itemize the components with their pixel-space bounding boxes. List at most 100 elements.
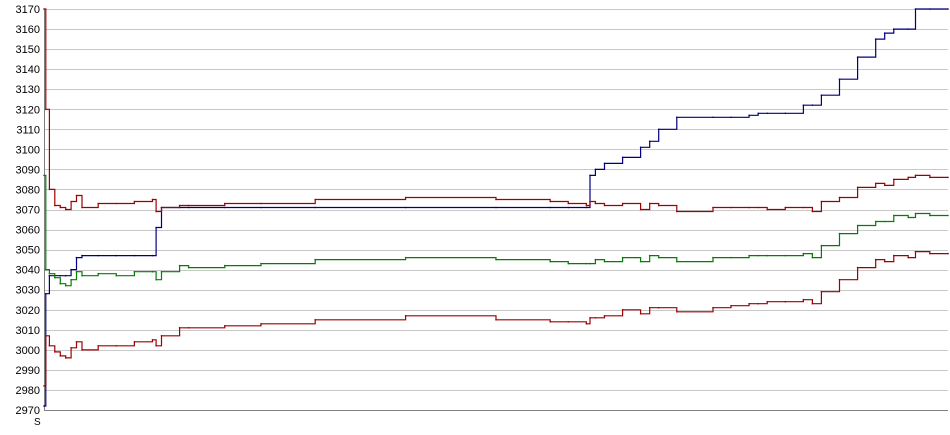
series-1-point xyxy=(224,206,226,209)
y-axis-ticks: 2970 2980 2990 3000 3010 3020 3030 3040 3050 3060… xyxy=(16,4,40,417)
series-4-point xyxy=(178,327,181,329)
series-4-point xyxy=(59,355,62,357)
y-tick-label: 3070 xyxy=(16,205,40,217)
series-4-point xyxy=(224,325,226,327)
series-1-point xyxy=(589,174,591,177)
series-1-point xyxy=(155,226,157,229)
series-4-point xyxy=(639,313,642,315)
series-1-point xyxy=(639,146,642,149)
y-tick-label: 3150 xyxy=(16,44,40,56)
series-1-point xyxy=(314,206,317,209)
series-2-point xyxy=(160,206,163,209)
series-2-point xyxy=(757,206,759,209)
series-3-point xyxy=(730,256,732,259)
series-4-point xyxy=(730,304,732,307)
series-1-point xyxy=(820,94,823,96)
series-4-point xyxy=(648,306,651,309)
series-1-point xyxy=(929,8,931,10)
series-1-point xyxy=(648,140,651,143)
series-4-point xyxy=(585,323,588,325)
series-2-point xyxy=(43,8,45,10)
series-1-point xyxy=(81,254,83,257)
series-3-point xyxy=(947,214,949,217)
series-4-point xyxy=(883,260,886,263)
series-1-point xyxy=(907,28,909,30)
series-4-point xyxy=(947,252,949,255)
y-tick-label: 3160 xyxy=(16,24,40,36)
y-tick-label: 3130 xyxy=(16,84,40,96)
series-2-point xyxy=(314,198,317,201)
series-3-point xyxy=(115,274,118,277)
series-4-point xyxy=(160,335,163,337)
series-4-point xyxy=(784,300,787,303)
series-1-point xyxy=(594,168,597,171)
series-4-point xyxy=(115,345,118,347)
series-2-point xyxy=(648,202,651,205)
series-3-point xyxy=(712,256,714,259)
series-2-point xyxy=(81,206,83,209)
series-4-point xyxy=(54,351,56,353)
series-1-point xyxy=(802,104,805,106)
series-2-point xyxy=(404,196,407,199)
series-3-point xyxy=(893,214,895,217)
series-1-point xyxy=(567,206,570,209)
series-2-point xyxy=(766,208,768,211)
series-4-point xyxy=(914,250,917,253)
series-4-point xyxy=(802,298,805,301)
series-1-point xyxy=(75,256,78,259)
series-4-point xyxy=(187,327,190,329)
series-2-point xyxy=(567,202,570,205)
series-4-point xyxy=(603,315,606,317)
series-1-point xyxy=(712,116,714,119)
series-4-point xyxy=(404,315,407,317)
series-2-point xyxy=(495,198,497,201)
series-3-point xyxy=(151,270,154,273)
series-2-point xyxy=(59,206,62,209)
series-3-point xyxy=(155,278,157,281)
series-2-point xyxy=(929,176,931,179)
y-tick-label: 3060 xyxy=(16,225,40,237)
series-3-point xyxy=(914,212,917,215)
series-2-point xyxy=(657,204,660,207)
series-line-2 xyxy=(44,8,948,213)
series-2-point xyxy=(54,204,56,207)
series-1-point xyxy=(151,254,154,257)
series-3-point xyxy=(766,254,768,257)
series-4-point xyxy=(757,302,759,305)
series-2-point xyxy=(115,202,118,205)
series-3-point xyxy=(676,260,678,263)
series-2-point xyxy=(151,198,154,201)
series-2-point xyxy=(676,210,678,213)
series-1-point xyxy=(757,112,759,115)
series-4-point xyxy=(621,309,624,311)
y-tick-label: 2990 xyxy=(16,365,40,377)
series-line-1 xyxy=(44,8,948,407)
series-1-point xyxy=(549,206,551,209)
series-2-point xyxy=(585,204,588,207)
series-2-point xyxy=(97,202,99,205)
series-4-point xyxy=(97,345,99,347)
series-3-point xyxy=(75,270,78,273)
series-4-point xyxy=(748,302,750,305)
series-3-point xyxy=(585,262,588,265)
series-2-point xyxy=(549,200,551,203)
series-2-point xyxy=(589,200,591,203)
series-1-point xyxy=(766,112,768,115)
series-2-point xyxy=(639,208,642,211)
series-3-point xyxy=(802,252,805,255)
grid-lines xyxy=(44,9,948,411)
series-3-point xyxy=(757,254,759,257)
x-tick-label-first: S xyxy=(34,417,41,428)
series-2-point xyxy=(178,204,181,207)
series-3-point xyxy=(160,270,163,273)
series-2-point xyxy=(45,108,47,111)
series-1-point xyxy=(784,112,787,115)
series-3-point xyxy=(567,262,570,265)
series-4-point xyxy=(820,290,823,293)
series-1-point xyxy=(133,254,136,257)
series-3-point xyxy=(45,268,47,271)
series-4-point xyxy=(893,254,895,257)
series-3-point xyxy=(64,284,67,287)
series-2-point xyxy=(893,178,895,181)
